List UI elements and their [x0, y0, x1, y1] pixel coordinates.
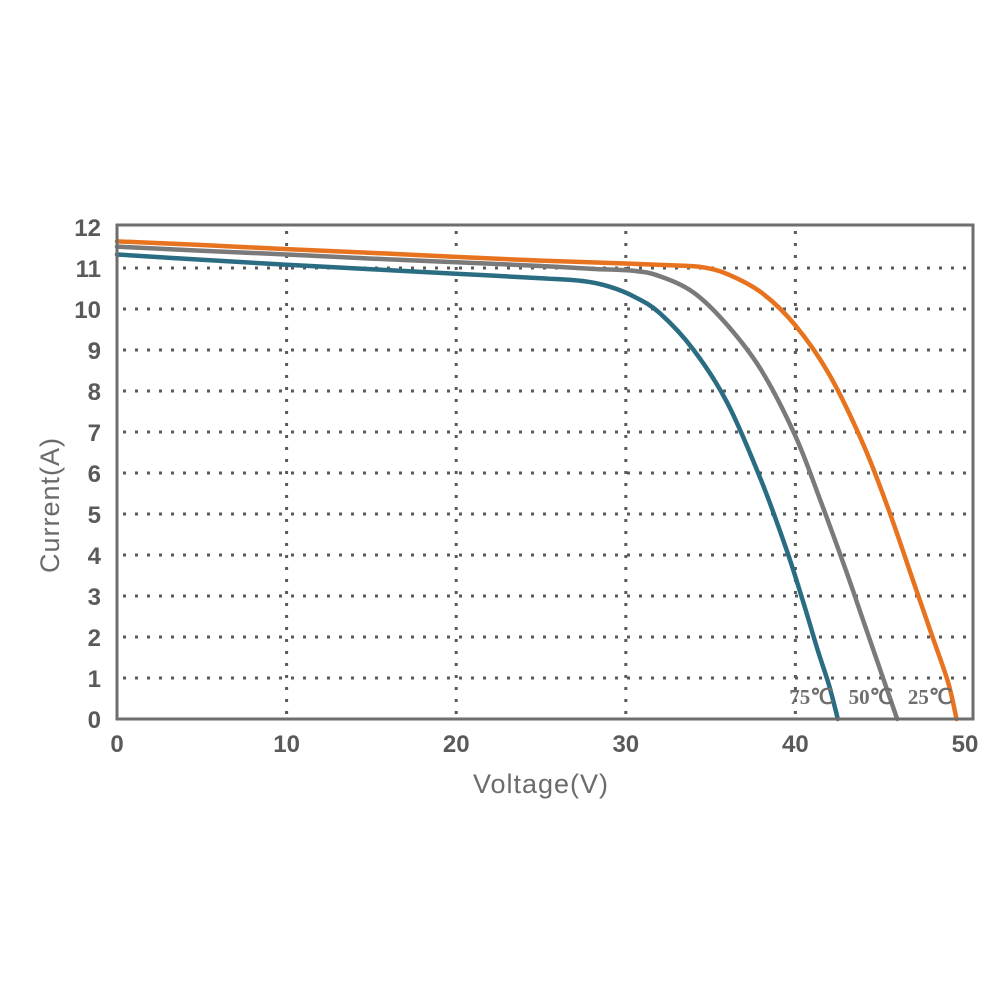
- y-tick-label: 5: [88, 502, 101, 529]
- x-tick-label: 30: [612, 731, 639, 758]
- series-curves: [114, 239, 959, 722]
- y-tick-label: 6: [88, 461, 101, 488]
- y-tick-label: 7: [88, 420, 101, 447]
- y-tick-label: 0: [88, 707, 101, 734]
- plot-frame: [115, 223, 975, 721]
- x-tick-label: 10: [273, 731, 300, 758]
- y-tick-label: 10: [74, 297, 101, 324]
- y-tick-label: 1: [88, 666, 101, 693]
- series-label-75c: 75℃: [789, 685, 834, 709]
- x-axis-title: Voltage(V): [473, 769, 609, 799]
- y-tick-label: 8: [88, 379, 101, 406]
- x-tick-label: 0: [110, 731, 123, 758]
- y-tick-label: 12: [74, 215, 101, 242]
- x-tick-labels: 0 10 20 30 40 50: [110, 731, 978, 758]
- series-line-50c: [114, 244, 900, 722]
- series-line-25c: [114, 239, 959, 722]
- y-tick-label: 9: [88, 338, 101, 365]
- y-tick-label: 3: [88, 584, 101, 611]
- y-tick-label: 11: [76, 256, 101, 283]
- series-line-75c: [114, 252, 841, 722]
- series-label-25c: 25℃: [908, 685, 953, 709]
- series-label-50c: 50℃: [849, 685, 894, 709]
- x-tick-label: 40: [782, 731, 809, 758]
- y-tick-label: 4: [88, 543, 102, 570]
- x-tick-label: 50: [952, 731, 979, 758]
- y-tick-label: 2: [88, 625, 101, 652]
- y-axis-title: Current(A): [35, 437, 65, 573]
- x-tick-label: 20: [443, 731, 470, 758]
- series-labels: 25℃ 50℃ 75℃: [789, 685, 952, 709]
- gridlines: [123, 231, 973, 719]
